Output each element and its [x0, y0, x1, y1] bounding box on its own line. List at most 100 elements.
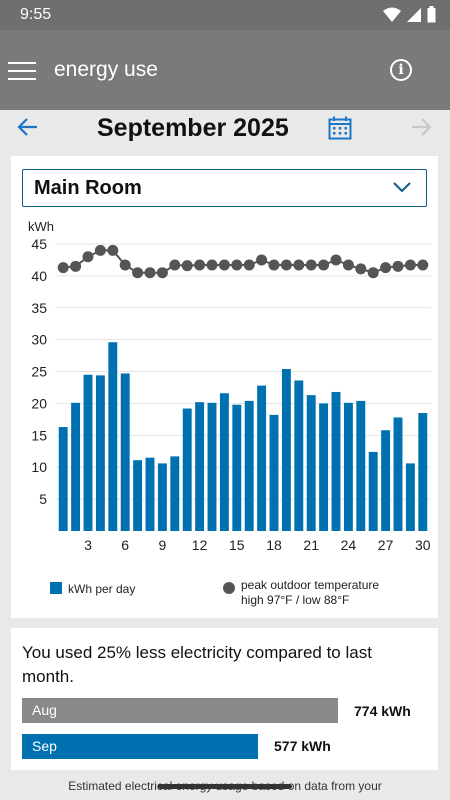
- bar-kwh-day-17: [257, 385, 267, 531]
- temperature-point-7: [132, 267, 144, 279]
- bar-kwh-day-25: [356, 400, 366, 531]
- temperature-point-28: [392, 260, 404, 272]
- temperature-point-12: [194, 259, 206, 271]
- temperature-point-26: [367, 267, 379, 279]
- temperature-point-13: [206, 259, 218, 271]
- bar-kwh-day-7: [133, 460, 143, 531]
- battery-icon: [427, 6, 436, 23]
- x-tick-label: 9: [159, 537, 167, 553]
- x-tick-label: 21: [303, 537, 319, 553]
- y-tick-label: 25: [31, 364, 47, 380]
- forward-arrow-icon[interactable]: [410, 116, 432, 138]
- bar-kwh-day-11: [182, 408, 192, 531]
- legend-swatch-temperature: [223, 582, 235, 594]
- temperature-point-6: [119, 259, 131, 271]
- y-tick-label: 20: [31, 395, 47, 411]
- app-bar: energy use i: [0, 30, 450, 110]
- bar-kwh-day-30: [418, 413, 428, 531]
- temperature-point-23: [330, 254, 342, 266]
- usage-chart-card: Main Room 5 10 15 20 25 30 35 40 45 kWh 3 6 9 12 15 18 2…: [11, 156, 438, 618]
- y-axis-label: kWh: [28, 219, 54, 234]
- comparison-summary: You used 25% less electricity compared t…: [22, 643, 372, 686]
- legend-sub-temperature: high 97°F / low 88°F: [241, 593, 349, 607]
- temperature-point-11: [181, 260, 193, 272]
- bar-kwh-day-3: [83, 374, 93, 531]
- temperature-point-2: [70, 260, 82, 272]
- calendar-icon[interactable]: [328, 116, 352, 140]
- month-navigation: September 2025: [0, 110, 450, 150]
- y-tick-label: 45: [31, 236, 47, 252]
- back-arrow-icon[interactable]: [17, 116, 39, 138]
- temperature-point-24: [342, 259, 354, 271]
- y-tick-label: 15: [31, 427, 47, 443]
- temperature-point-17: [256, 254, 268, 266]
- bar-kwh-day-16: [244, 400, 254, 531]
- temperature-point-30: [417, 259, 429, 271]
- room-select-value: Main Room: [34, 177, 142, 199]
- temperature-point-14: [218, 259, 230, 271]
- x-tick-label: 12: [192, 537, 208, 553]
- bar-kwh-day-14: [219, 393, 229, 531]
- x-tick-label: 15: [229, 537, 245, 553]
- bar-kwh-day-12: [195, 402, 205, 531]
- info-icon[interactable]: i: [390, 59, 412, 81]
- chevron-down-icon: [393, 182, 411, 193]
- bar-kwh-day-6: [120, 373, 130, 531]
- bar-kwh-day-1: [58, 427, 68, 531]
- bar-kwh-day-24: [343, 402, 353, 531]
- temperature-point-5: [107, 244, 119, 256]
- x-tick-label: 18: [266, 537, 282, 553]
- app-title: energy use: [54, 58, 158, 81]
- menu-icon[interactable]: [8, 56, 36, 82]
- temperature-point-9: [156, 267, 168, 279]
- wifi-icon: [383, 7, 401, 22]
- status-icons: [383, 6, 436, 23]
- bar-kwh-day-28: [393, 417, 403, 531]
- temperature-point-4: [94, 244, 106, 256]
- temperature-point-16: [243, 259, 255, 271]
- usage-chart: 5 10 15 20 25 30 35 40 45 kWh 3 6 9 12 15 18 21 24 27 30 kWh…: [28, 219, 431, 607]
- bar-kwh-day-10: [170, 456, 180, 531]
- bar-kwh-day-26: [368, 451, 378, 531]
- bar-kwh-day-2: [71, 402, 81, 531]
- y-tick-label: 10: [31, 459, 47, 475]
- legend-label-temperature: peak outdoor temperature: [241, 578, 379, 592]
- temperature-point-29: [404, 259, 416, 271]
- y-tick-label: 30: [31, 332, 47, 348]
- bar-kwh-day-27: [381, 430, 391, 531]
- x-tick-label: 6: [121, 537, 129, 553]
- room-select[interactable]: Main Room: [22, 169, 427, 207]
- y-tick-label: 40: [31, 268, 47, 284]
- temperature-point-8: [144, 267, 156, 279]
- signal-icon: [407, 7, 421, 22]
- home-indicator[interactable]: [158, 784, 292, 789]
- x-tick-label: 27: [378, 537, 394, 553]
- bar-kwh-day-29: [405, 463, 415, 531]
- temperature-point-1: [57, 262, 69, 274]
- bar-kwh-day-22: [319, 403, 329, 531]
- bar-kwh-day-20: [294, 380, 304, 531]
- temperature-point-19: [280, 259, 292, 271]
- aug-bar: Aug: [22, 698, 338, 723]
- bar-kwh-day-19: [281, 369, 291, 531]
- y-tick-label: 5: [39, 491, 47, 507]
- y-tick-label: 35: [31, 300, 47, 316]
- x-tick-label: 3: [84, 537, 92, 553]
- aug-value: 774 kWh: [354, 703, 411, 719]
- month-title: September 2025: [97, 114, 289, 142]
- temperature-point-3: [82, 251, 94, 263]
- bar-kwh-day-4: [95, 375, 105, 531]
- temperature-point-25: [355, 263, 367, 275]
- bar-kwh-day-21: [306, 395, 316, 531]
- bar-kwh-day-5: [108, 342, 118, 531]
- footnote: Estimated electrical energy usage based …: [68, 779, 382, 793]
- temperature-point-18: [268, 259, 280, 271]
- legend-swatch-kwh: [50, 582, 62, 594]
- temperature-point-27: [380, 262, 392, 274]
- temperature-point-22: [318, 259, 330, 271]
- temperature-point-10: [169, 259, 181, 271]
- comparison-card: You used 25% less electricity compared t…: [11, 628, 438, 770]
- x-tick-label: 30: [415, 537, 431, 553]
- bar-kwh-day-13: [207, 402, 217, 531]
- sep-bar: Sep: [22, 734, 258, 759]
